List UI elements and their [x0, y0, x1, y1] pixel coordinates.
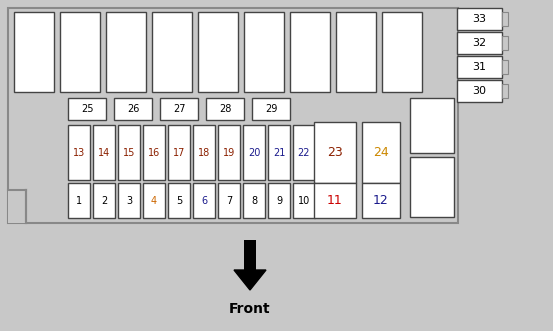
- Bar: [314, 183, 356, 218]
- Text: 26: 26: [127, 104, 139, 114]
- Bar: [314, 122, 356, 183]
- Bar: [457, 80, 502, 102]
- Bar: [457, 32, 502, 54]
- Bar: [193, 183, 215, 218]
- Text: 7: 7: [226, 196, 232, 206]
- Bar: [143, 183, 165, 218]
- Bar: [243, 183, 265, 218]
- Text: 17: 17: [173, 148, 185, 158]
- Text: 19: 19: [223, 148, 235, 158]
- Bar: [336, 12, 376, 92]
- Bar: [362, 183, 400, 218]
- Bar: [206, 98, 244, 120]
- Bar: [14, 12, 54, 92]
- Bar: [362, 122, 400, 183]
- Text: Front: Front: [229, 302, 271, 316]
- Text: 13: 13: [73, 148, 85, 158]
- Bar: [457, 8, 502, 30]
- Text: 2: 2: [101, 196, 107, 206]
- Text: 16: 16: [148, 148, 160, 158]
- Text: 6: 6: [201, 196, 207, 206]
- Text: 21: 21: [273, 148, 285, 158]
- Text: 3: 3: [126, 196, 132, 206]
- Text: 4: 4: [151, 196, 157, 206]
- Bar: [114, 98, 152, 120]
- Bar: [168, 183, 190, 218]
- Bar: [243, 125, 265, 180]
- Bar: [8, 8, 458, 223]
- Bar: [8, 190, 26, 223]
- Bar: [68, 125, 90, 180]
- Text: 31: 31: [472, 62, 487, 72]
- Bar: [293, 125, 315, 180]
- Bar: [290, 12, 330, 92]
- Text: 1: 1: [76, 196, 82, 206]
- Bar: [244, 12, 284, 92]
- Bar: [502, 12, 508, 25]
- Text: 14: 14: [98, 148, 110, 158]
- Bar: [118, 125, 140, 180]
- Bar: [60, 12, 100, 92]
- Bar: [106, 12, 146, 92]
- Bar: [457, 56, 502, 78]
- Bar: [93, 183, 115, 218]
- Text: 15: 15: [123, 148, 135, 158]
- Bar: [502, 60, 508, 73]
- Bar: [93, 125, 115, 180]
- Bar: [293, 183, 315, 218]
- Text: 8: 8: [251, 196, 257, 206]
- Text: 11: 11: [327, 194, 343, 207]
- Text: 10: 10: [298, 196, 310, 206]
- Bar: [502, 36, 508, 50]
- Bar: [118, 183, 140, 218]
- Text: 30: 30: [472, 86, 487, 96]
- Bar: [382, 12, 422, 92]
- Bar: [143, 125, 165, 180]
- Bar: [68, 183, 90, 218]
- Bar: [410, 157, 454, 217]
- Text: 20: 20: [248, 148, 260, 158]
- Text: 23: 23: [327, 146, 343, 159]
- Text: 28: 28: [219, 104, 231, 114]
- Bar: [152, 12, 192, 92]
- Bar: [268, 125, 290, 180]
- Text: 12: 12: [373, 194, 389, 207]
- Bar: [218, 125, 240, 180]
- Bar: [193, 125, 215, 180]
- Bar: [244, 240, 256, 270]
- Text: 29: 29: [265, 104, 277, 114]
- Text: 25: 25: [81, 104, 93, 114]
- Bar: [198, 12, 238, 92]
- Text: 22: 22: [298, 148, 310, 158]
- Text: 9: 9: [276, 196, 282, 206]
- Text: 27: 27: [173, 104, 185, 114]
- Text: 5: 5: [176, 196, 182, 206]
- Bar: [160, 98, 198, 120]
- Bar: [252, 98, 290, 120]
- Text: 18: 18: [198, 148, 210, 158]
- Bar: [502, 84, 508, 98]
- Text: 32: 32: [472, 38, 487, 48]
- Bar: [410, 98, 454, 153]
- Text: 33: 33: [472, 14, 487, 24]
- Bar: [168, 125, 190, 180]
- Text: 24: 24: [373, 146, 389, 159]
- Bar: [68, 98, 106, 120]
- Bar: [218, 183, 240, 218]
- Polygon shape: [234, 270, 266, 290]
- Bar: [268, 183, 290, 218]
